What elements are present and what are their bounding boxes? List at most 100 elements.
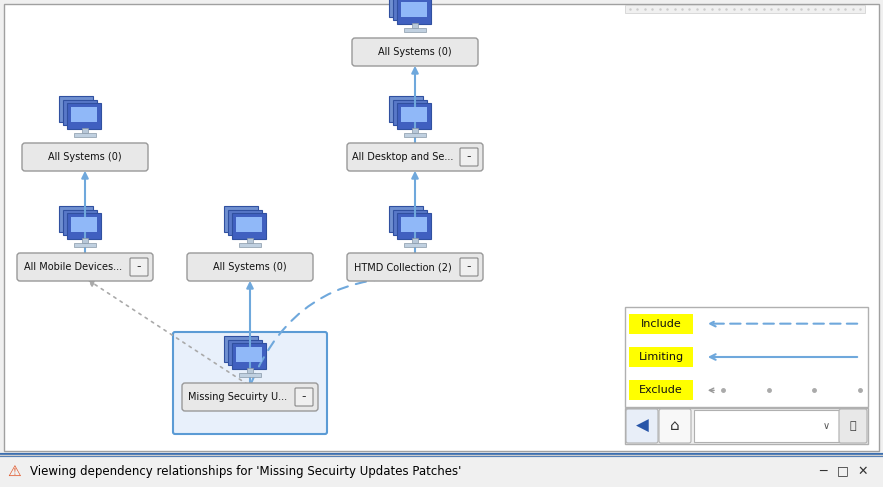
Text: ⌂: ⌂ xyxy=(670,418,680,433)
FancyBboxPatch shape xyxy=(228,209,262,235)
Bar xyxy=(401,2,427,17)
Bar xyxy=(396,104,423,118)
FancyBboxPatch shape xyxy=(347,253,483,281)
Bar xyxy=(396,0,423,13)
FancyBboxPatch shape xyxy=(59,96,94,122)
FancyBboxPatch shape xyxy=(625,307,868,407)
Bar xyxy=(247,368,253,373)
Bar xyxy=(228,210,254,225)
Bar xyxy=(71,107,97,122)
Text: ◀: ◀ xyxy=(636,417,648,435)
FancyBboxPatch shape xyxy=(393,209,427,235)
FancyBboxPatch shape xyxy=(347,143,483,171)
Bar xyxy=(247,238,253,243)
Bar xyxy=(63,210,89,225)
FancyBboxPatch shape xyxy=(629,380,693,400)
Bar xyxy=(404,28,426,32)
Text: All Systems (0): All Systems (0) xyxy=(49,152,122,162)
FancyBboxPatch shape xyxy=(659,409,691,443)
Text: -: - xyxy=(137,261,141,274)
FancyBboxPatch shape xyxy=(228,339,262,365)
Bar xyxy=(401,107,427,122)
Bar xyxy=(625,5,865,13)
FancyBboxPatch shape xyxy=(460,258,478,276)
Bar xyxy=(228,340,254,355)
FancyBboxPatch shape xyxy=(63,209,97,235)
Bar xyxy=(412,128,418,132)
Bar xyxy=(232,213,258,228)
Bar xyxy=(393,210,419,225)
FancyBboxPatch shape xyxy=(625,408,868,444)
Text: -: - xyxy=(302,391,306,404)
FancyBboxPatch shape xyxy=(393,99,427,125)
FancyBboxPatch shape xyxy=(393,0,427,20)
Text: Include: Include xyxy=(641,318,682,329)
Text: □: □ xyxy=(837,465,849,477)
Bar xyxy=(67,104,94,118)
Text: Missing Secuirty U...: Missing Secuirty U... xyxy=(188,392,288,402)
FancyBboxPatch shape xyxy=(173,332,327,434)
Bar xyxy=(239,243,261,246)
Text: ⚠: ⚠ xyxy=(7,464,21,479)
Text: All Desktop and Se...: All Desktop and Se... xyxy=(352,152,454,162)
Text: Exclude: Exclude xyxy=(639,385,683,395)
Bar xyxy=(63,100,89,114)
Text: ─: ─ xyxy=(819,465,826,477)
Bar xyxy=(74,132,96,136)
FancyBboxPatch shape xyxy=(67,213,102,239)
Text: All Systems (0): All Systems (0) xyxy=(213,262,287,272)
FancyBboxPatch shape xyxy=(17,253,153,281)
Bar xyxy=(82,128,88,132)
Text: 🔍: 🔍 xyxy=(849,421,857,431)
Bar xyxy=(401,217,427,231)
FancyBboxPatch shape xyxy=(626,409,658,443)
Text: Viewing dependency relationships for 'Missing Secuirty Updates Patches': Viewing dependency relationships for 'Mi… xyxy=(30,465,462,477)
FancyBboxPatch shape xyxy=(389,0,423,17)
Text: ∨: ∨ xyxy=(822,421,829,431)
Text: Limiting: Limiting xyxy=(638,352,683,362)
Text: ✕: ✕ xyxy=(857,465,868,477)
FancyBboxPatch shape xyxy=(839,409,867,443)
FancyBboxPatch shape xyxy=(232,343,266,369)
FancyBboxPatch shape xyxy=(389,96,423,122)
Bar xyxy=(232,343,258,358)
Bar xyxy=(236,217,262,231)
Bar xyxy=(71,217,97,231)
Text: -: - xyxy=(467,150,472,164)
FancyBboxPatch shape xyxy=(396,0,431,23)
FancyBboxPatch shape xyxy=(182,383,318,411)
Bar xyxy=(393,0,419,10)
FancyBboxPatch shape xyxy=(295,388,313,406)
Bar xyxy=(412,22,418,28)
FancyBboxPatch shape xyxy=(67,103,102,129)
Bar xyxy=(393,100,419,114)
Bar xyxy=(404,132,426,136)
FancyBboxPatch shape xyxy=(389,206,423,231)
FancyBboxPatch shape xyxy=(352,38,478,66)
Bar xyxy=(412,238,418,243)
Bar xyxy=(67,213,94,228)
FancyBboxPatch shape xyxy=(232,213,266,239)
FancyBboxPatch shape xyxy=(224,336,258,361)
FancyBboxPatch shape xyxy=(63,99,97,125)
Bar xyxy=(82,238,88,243)
FancyBboxPatch shape xyxy=(396,103,431,129)
Bar xyxy=(236,347,262,361)
FancyBboxPatch shape xyxy=(22,143,148,171)
Bar xyxy=(74,243,96,246)
Text: -: - xyxy=(467,261,472,274)
Bar xyxy=(404,243,426,246)
FancyBboxPatch shape xyxy=(694,410,839,442)
FancyBboxPatch shape xyxy=(59,206,94,231)
FancyBboxPatch shape xyxy=(187,253,313,281)
Text: All Mobile Devices...: All Mobile Devices... xyxy=(24,262,122,272)
FancyBboxPatch shape xyxy=(130,258,148,276)
FancyBboxPatch shape xyxy=(396,213,431,239)
Bar xyxy=(396,213,423,228)
Bar xyxy=(239,373,261,376)
FancyBboxPatch shape xyxy=(460,148,478,166)
FancyBboxPatch shape xyxy=(629,314,693,334)
FancyBboxPatch shape xyxy=(629,347,693,367)
FancyBboxPatch shape xyxy=(224,206,258,231)
Bar xyxy=(0,455,883,487)
